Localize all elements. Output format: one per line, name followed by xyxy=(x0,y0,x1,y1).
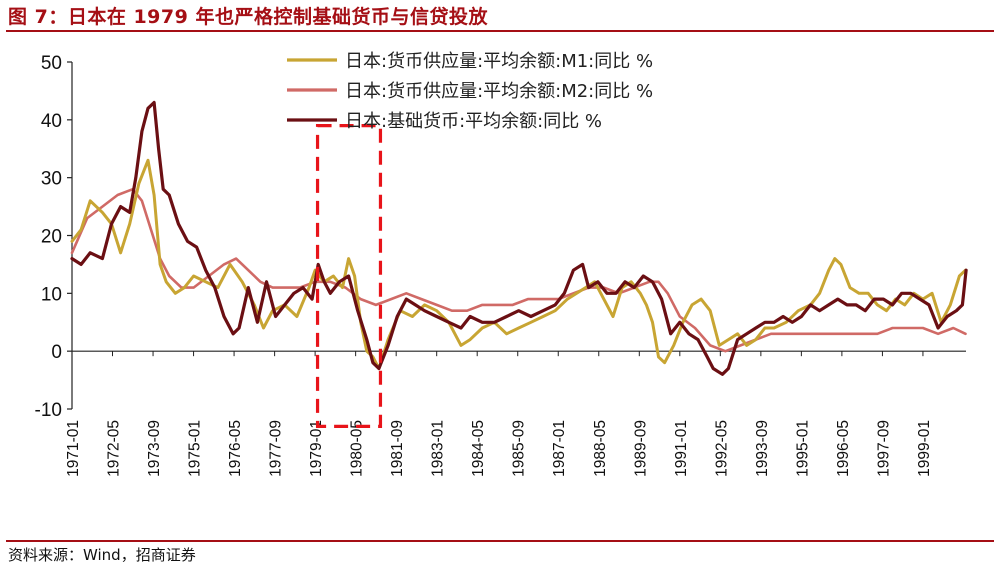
x-tick-label: 1972-05 xyxy=(106,420,123,477)
x-tick-label: 1979-01 xyxy=(308,420,325,477)
series-line-base xyxy=(70,100,968,376)
x-tick-label: 1973-09 xyxy=(146,420,163,477)
y-tick-label: 0 xyxy=(51,342,62,363)
bottom-rule xyxy=(6,540,994,542)
x-tick-label: 1981-09 xyxy=(389,420,406,477)
chart-series xyxy=(70,100,968,376)
chart-axes: -10 0 10 20 30 40 50 1971-01 1972-05 1973-09 1975-… xyxy=(35,53,966,477)
y-tick-label: 50 xyxy=(41,53,62,74)
y-tick-label: -10 xyxy=(35,400,62,421)
x-tick-label: 1992-05 xyxy=(713,420,730,477)
x-tick-label: 1985-09 xyxy=(511,420,528,477)
series-line-m1 xyxy=(70,158,967,370)
chart-annotations xyxy=(315,124,383,428)
x-tick-label: 1991-01 xyxy=(673,420,690,477)
y-tick-label: 10 xyxy=(41,284,62,305)
y-tick-label: 20 xyxy=(41,227,62,248)
x-tick-label: 1980-05 xyxy=(349,420,366,477)
y-tick-label: 30 xyxy=(41,169,62,190)
x-tick-label: 1983-01 xyxy=(430,420,447,477)
x-tick-label: 1999-01 xyxy=(916,420,933,477)
legend-label-base: 日本:基础货币:平均余额:同比 % xyxy=(345,111,602,132)
x-tick-label: 1984-05 xyxy=(470,420,487,477)
x-tick-label: 1977-09 xyxy=(268,420,285,477)
x-tick-label: 1988-05 xyxy=(592,420,609,477)
x-tick-label: 1993-09 xyxy=(754,420,771,477)
x-tick-label: 1996-05 xyxy=(835,420,852,477)
chart-legend: 日本:货币供应量:平均余额:M1:同比 % 日本:货币供应量:平均余额:M2:同比… xyxy=(287,51,653,132)
legend-label-m1: 日本:货币供应量:平均余额:M1:同比 % xyxy=(345,51,653,72)
y-tick-label: 40 xyxy=(41,111,62,132)
title-rule xyxy=(6,30,994,32)
x-tick-label: 1976-05 xyxy=(227,420,244,477)
x-tick-label: 1997-09 xyxy=(875,420,892,477)
x-tick-label: 1989-09 xyxy=(632,420,649,477)
x-tick-label: 1987-01 xyxy=(551,420,568,477)
x-tick-label: 1975-01 xyxy=(187,420,204,477)
chart-title: 图 7：日本在 1979 年也严格控制基础货币与信贷投放 xyxy=(8,6,488,28)
series-line-m2 xyxy=(70,187,967,353)
x-tick-label: 1995-01 xyxy=(794,420,811,477)
source-note: 资料来源：Wind，招商证券 xyxy=(8,546,196,564)
legend-label-m2: 日本:货币供应量:平均余额:M2:同比 % xyxy=(345,81,653,102)
x-tick-label: 1971-01 xyxy=(65,420,82,477)
highlight-box xyxy=(315,124,383,428)
